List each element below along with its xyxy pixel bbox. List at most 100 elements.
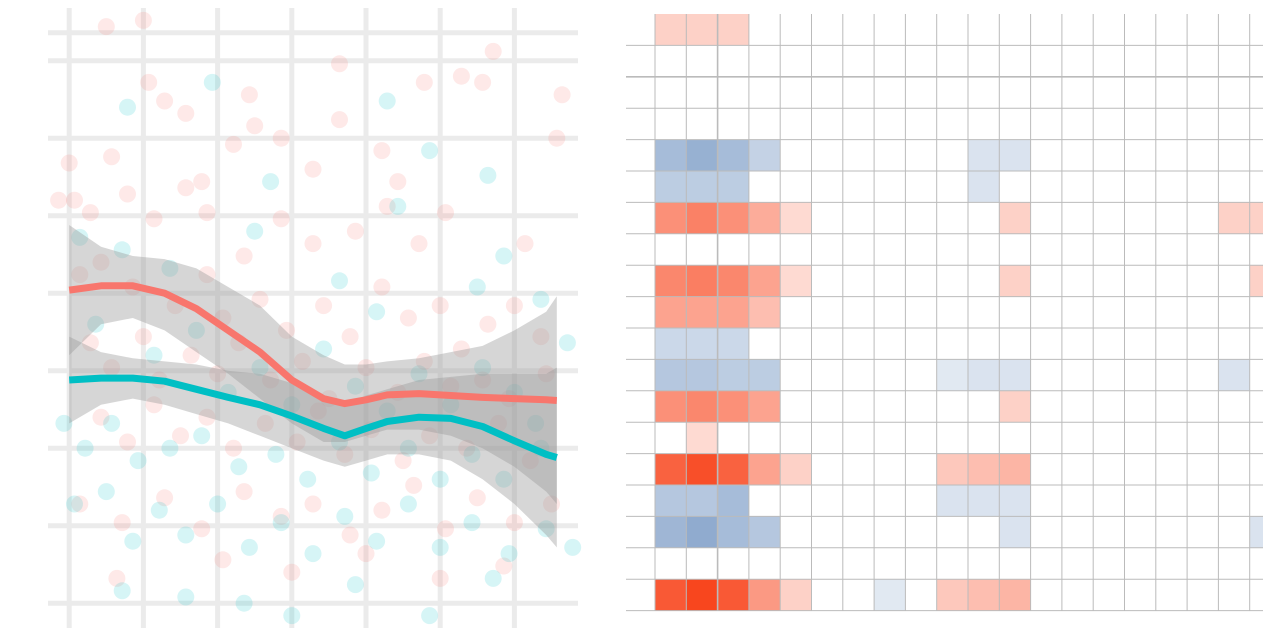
scatter-point [421, 607, 439, 625]
heatmap-cell [655, 579, 687, 611]
scatter-point [336, 507, 354, 525]
scatter-gridlines [48, 8, 578, 628]
scatter-point [251, 359, 269, 377]
scatter-point [532, 328, 550, 346]
heatmap-cell [999, 202, 1031, 234]
scatter-point [537, 365, 555, 383]
scatter-point [331, 111, 348, 129]
heatmap-cell [874, 579, 906, 611]
scatter-point [246, 222, 264, 240]
heatmap-cell [686, 296, 718, 328]
scatter-point [362, 464, 380, 482]
scatter-point [103, 414, 121, 432]
heatmap-cell [686, 579, 718, 611]
scatter-point [315, 297, 333, 315]
heatmap-cell [780, 265, 812, 297]
heatmap-cell [968, 139, 1000, 171]
scatter-point [134, 11, 152, 29]
heatmap-cell [717, 139, 749, 171]
scatter-point [145, 210, 163, 228]
heatmap-cell [655, 359, 687, 391]
scatter-point [415, 352, 433, 370]
scatter-point [81, 334, 99, 352]
scatter-point [437, 520, 454, 538]
scatter-point [468, 489, 486, 507]
scatter-point [490, 414, 507, 432]
scatter-point [76, 439, 94, 457]
scatter-point [346, 576, 364, 594]
scatter-point [272, 210, 290, 228]
scatter-point [421, 142, 439, 160]
heatmap-cell [936, 579, 968, 611]
heatmap-cell [748, 296, 781, 328]
heatmap-cell [936, 359, 968, 391]
heatmap-cell [686, 485, 718, 517]
heatmap-cell [655, 171, 687, 203]
scatter-point [463, 514, 481, 532]
scatter-point [172, 427, 189, 445]
scatter-point [177, 526, 195, 544]
scatter-point [341, 526, 359, 544]
scatter-point [373, 142, 391, 160]
scatter-point [378, 197, 396, 215]
heatmap-cell [780, 202, 812, 234]
scatter-point [71, 228, 89, 246]
heatmap-cell [686, 422, 718, 454]
scatter-point [378, 92, 396, 110]
heatmap-cell [655, 516, 687, 548]
scatter-point [500, 545, 518, 563]
scatter-point [198, 266, 216, 284]
scatter-point [283, 396, 301, 414]
scatter-point [431, 297, 449, 315]
scatter-point [103, 148, 121, 166]
scatter-point [495, 470, 513, 488]
scatter-point [177, 104, 195, 122]
scatter-point [278, 321, 295, 339]
scatter-point [474, 371, 492, 389]
scatter-point [272, 507, 290, 525]
scatter-point [256, 414, 274, 432]
scatter-point [479, 166, 497, 184]
scatter-point [548, 129, 566, 147]
scatter-point [113, 582, 131, 600]
scatter-point [198, 408, 216, 426]
scatter-point [405, 476, 423, 494]
scatter-point [156, 489, 174, 507]
scatter-point [299, 470, 317, 488]
heatmap-cell [748, 359, 781, 391]
heatmap-cell [655, 265, 687, 297]
scatter-point [394, 452, 412, 470]
heatmap-cell [686, 202, 718, 234]
scatter-point [235, 483, 253, 501]
scatter-point [331, 272, 348, 290]
scatter-point [495, 557, 513, 575]
heatmap-cell [686, 265, 718, 297]
heatmap-cell [717, 485, 749, 517]
scatter-point [97, 18, 115, 36]
trend-line [68, 374, 558, 461]
scatter-point [134, 328, 152, 346]
scatter-point [304, 545, 322, 563]
scatter-point [71, 266, 89, 284]
scatter-point [553, 86, 571, 104]
scatter-point [92, 408, 110, 426]
heatmap-cell [717, 453, 749, 485]
heatmap-cell [655, 453, 687, 485]
scatter-point [516, 235, 534, 253]
scatter-point [246, 117, 264, 135]
scatter-point [537, 520, 555, 538]
scatter-point [119, 98, 136, 116]
scatter-point [272, 129, 290, 147]
heatmap-cell [686, 453, 718, 485]
scatter-point [214, 551, 232, 569]
heatmap-cell [655, 328, 687, 360]
scatter-point [463, 445, 481, 463]
heatmap-cell [780, 579, 812, 611]
scatter-point [161, 259, 179, 277]
scatter-point [193, 427, 211, 445]
scatter-point [437, 204, 454, 222]
heatmap-cell [686, 359, 718, 391]
scatter-point [108, 569, 126, 587]
scatter-point [415, 73, 433, 91]
